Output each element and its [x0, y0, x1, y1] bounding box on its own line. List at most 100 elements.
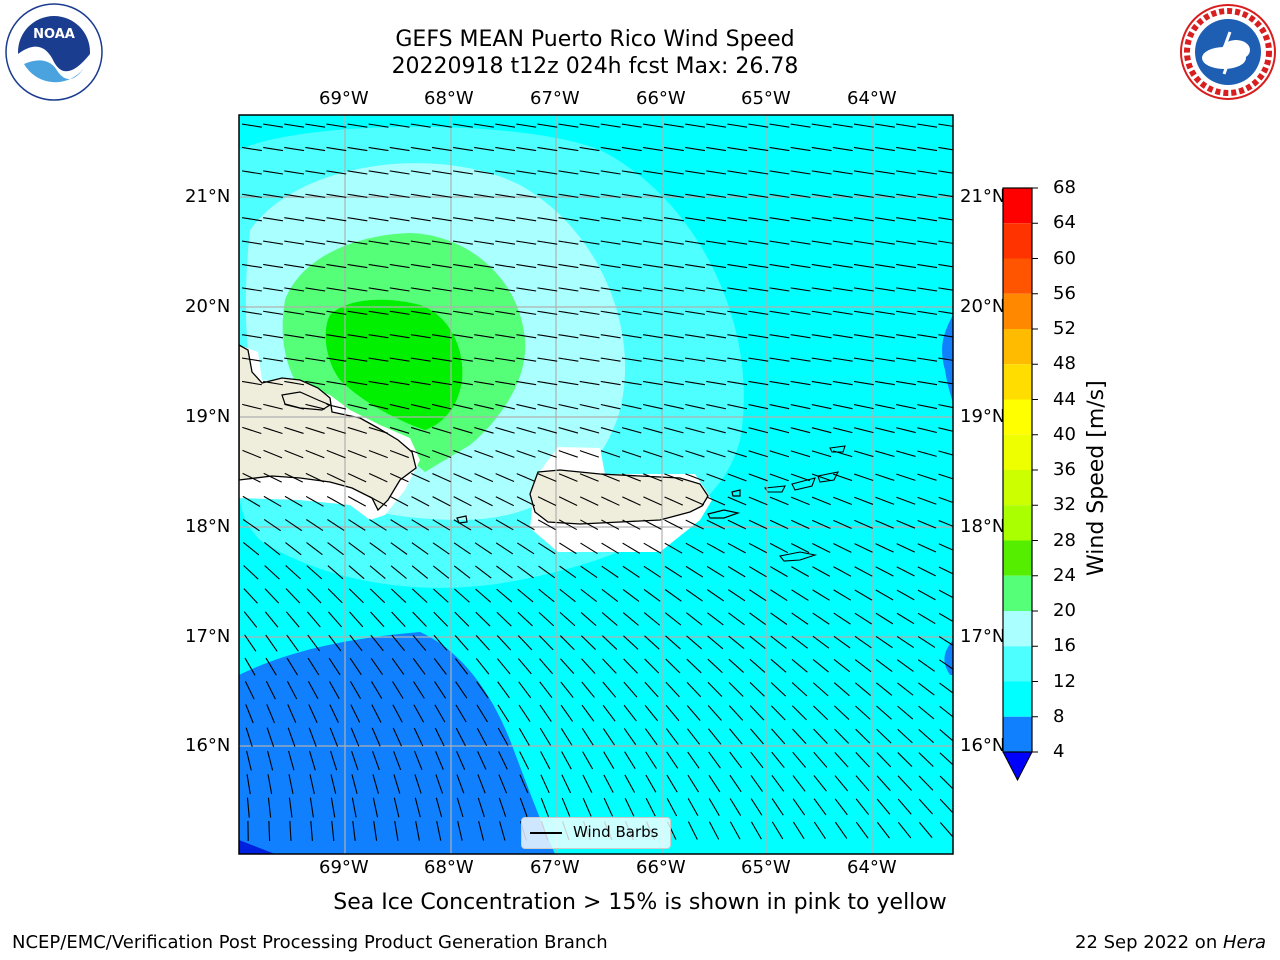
wind-barb	[434, 727, 445, 747]
wind-barb	[263, 193, 284, 198]
wind-barb	[242, 495, 261, 507]
wind-barb	[874, 310, 895, 315]
wind-barb	[832, 263, 853, 269]
wind-barb	[432, 496, 451, 507]
wind-barb	[897, 821, 912, 839]
wind-barb	[474, 287, 495, 292]
wind-barb	[790, 193, 811, 198]
wind-barb	[245, 727, 253, 747]
wind-barb	[748, 263, 769, 269]
wind-barb	[516, 170, 537, 175]
wind-barb	[876, 775, 891, 791]
wind-barb	[326, 240, 347, 245]
wind-barb	[708, 751, 721, 769]
wind-barb	[917, 659, 935, 672]
wind-barb	[664, 496, 684, 506]
wind-barb	[495, 240, 516, 245]
wind-barb	[452, 240, 473, 245]
wind-barb	[305, 495, 324, 507]
wind-barb	[392, 704, 403, 723]
wind-barb	[917, 193, 938, 198]
wind-barb	[579, 217, 600, 222]
wind-barb	[790, 170, 811, 175]
wind-barb	[392, 681, 404, 699]
wind-barb	[621, 380, 642, 386]
wind-barb	[242, 449, 262, 459]
wind-barb	[875, 404, 895, 410]
wind-barb	[518, 681, 532, 699]
wind-barb	[792, 798, 806, 816]
wind-barb	[581, 704, 595, 722]
wind-barb	[750, 728, 764, 745]
wind-barb	[474, 426, 494, 434]
colorbar-tick-label: 24	[1053, 564, 1076, 586]
wind-barb	[431, 123, 452, 128]
wind-barb	[284, 310, 305, 315]
wind-barb	[434, 704, 446, 723]
wind-barb	[349, 634, 363, 652]
wind-barb	[706, 589, 725, 602]
wind-barb	[665, 658, 681, 674]
wind-barb	[327, 519, 345, 531]
wind-barb	[938, 520, 953, 527]
lat-label-left: 16°N	[185, 735, 231, 756]
wind-barb	[433, 611, 449, 627]
wind-barb	[769, 217, 790, 222]
wind-barb	[495, 473, 515, 483]
wind-barb	[875, 682, 893, 696]
wind-barb	[328, 634, 342, 652]
lon-label-top: 65°W	[741, 88, 791, 109]
wind-barb	[790, 357, 811, 362]
wind-barb	[811, 380, 832, 386]
wind-barb	[496, 658, 511, 675]
wind-barb	[938, 612, 953, 623]
wind-barb	[623, 635, 639, 650]
wind-barb	[474, 450, 494, 458]
wind-barb	[263, 217, 284, 222]
wind-barb	[373, 820, 378, 841]
wind-barb	[327, 542, 344, 556]
wind-barb	[707, 612, 724, 626]
wind-barb	[474, 496, 493, 507]
wind-barb	[644, 658, 660, 674]
wind-barb	[537, 403, 558, 410]
wind-barb	[623, 704, 637, 722]
wind-barb	[452, 263, 473, 269]
wind-barb	[748, 170, 769, 175]
wind-barb	[832, 380, 853, 386]
wind-barb	[791, 682, 808, 697]
wind-barb	[663, 263, 684, 269]
wind-barb	[917, 473, 937, 481]
wind-barb	[853, 380, 874, 386]
wind-barb	[642, 240, 663, 245]
wind-barb	[370, 634, 384, 652]
wind-barb	[410, 380, 431, 386]
wind-barb	[474, 263, 495, 269]
wind-barb	[685, 565, 704, 578]
wind-barb	[266, 727, 275, 747]
wind-barb	[351, 774, 358, 794]
wind-barb	[644, 704, 659, 722]
wind-barb	[600, 403, 621, 410]
wind-barb	[791, 635, 809, 649]
wind-barb	[265, 680, 276, 700]
wind-barb	[539, 658, 553, 675]
wind-barb	[621, 170, 642, 175]
wind-barb	[600, 287, 621, 292]
wind-barb	[241, 287, 262, 292]
wind-barb	[474, 146, 495, 152]
wind-barb	[938, 263, 953, 268]
wind-barb	[242, 542, 260, 556]
wind-barb	[643, 519, 662, 530]
wind-barb	[264, 588, 280, 604]
wind-barb	[790, 310, 811, 315]
wind-barb	[833, 635, 851, 649]
wind-barb	[579, 403, 600, 410]
colorbar-cell	[1003, 293, 1032, 329]
lat-label-left: 21°N	[185, 186, 231, 207]
wind-barb	[853, 240, 874, 245]
lat-label-left: 17°N	[185, 626, 231, 647]
wind-barb	[664, 565, 683, 578]
wind-barb	[601, 565, 619, 578]
colorbar-cell	[1003, 646, 1032, 682]
